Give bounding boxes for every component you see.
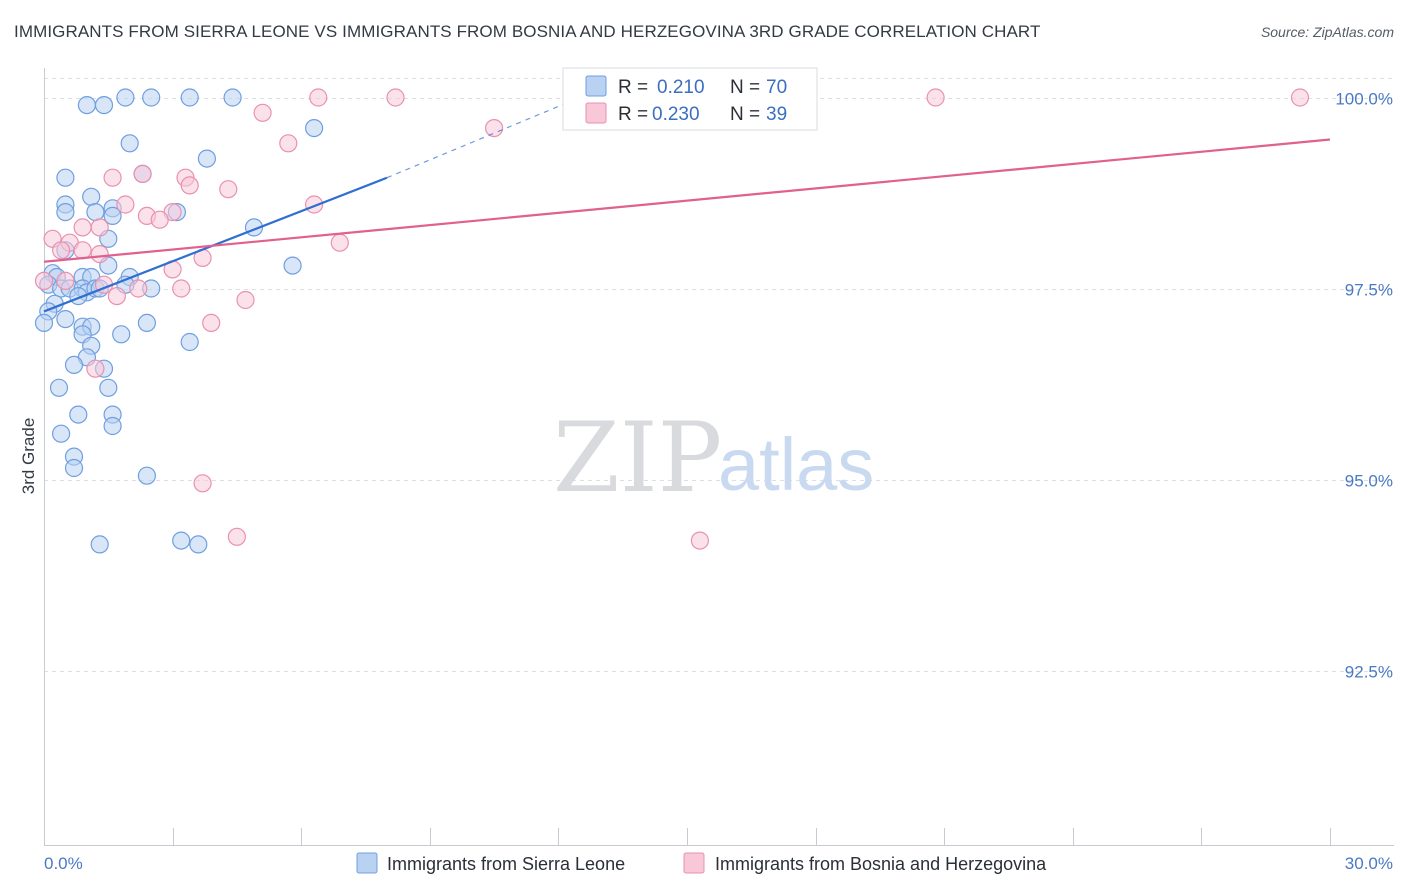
bottom-legend-label-bosnia: Immigrants from Bosnia and Herzegovina (715, 854, 1047, 874)
data-point-sierra-leone (56, 168, 75, 187)
data-point-bosnia (73, 218, 92, 237)
y-tick-label: 92.5% (1345, 663, 1393, 682)
data-point-sierra-leone (56, 203, 75, 222)
watermark-zip: ZIP (553, 402, 722, 514)
x-tick-label-max: 30.0% (1345, 854, 1393, 873)
y-tick-label: 95.0% (1345, 472, 1393, 491)
data-point-sierra-leone (197, 149, 216, 168)
data-point-sierra-leone (77, 95, 97, 115)
y-tick-labels: 92.5% 95.0% 97.5% 100.0% (1335, 90, 1393, 682)
data-point-bosnia (34, 271, 54, 290)
legend-r-label-1: R = (618, 77, 648, 98)
bottom-legend-swatch-bosnia (683, 852, 705, 874)
data-point-sierra-leone (49, 378, 69, 397)
data-point-bosnia (485, 119, 504, 138)
source-credit: Source: ZipAtlas.com (1260, 24, 1394, 40)
legend-n-value-2: 39 (766, 104, 787, 125)
data-point-bosnia (180, 176, 199, 195)
data-point-bosnia (1290, 88, 1310, 107)
data-point-bosnia (103, 168, 122, 187)
data-point-bosnia (202, 313, 221, 332)
x-tick-label-min: 0.0% (44, 854, 83, 873)
data-point-bosnia (386, 88, 405, 107)
data-point-sierra-leone (112, 325, 131, 344)
data-point-bosnia (56, 271, 75, 290)
data-point-sierra-leone (82, 187, 101, 206)
data-point-sierra-leone (103, 416, 122, 436)
series-legend: Immigrants from Sierra Leone Immigrants … (356, 852, 1047, 874)
axes (44, 68, 1394, 846)
watermark-atlas: atlas (718, 423, 874, 506)
data-point-bosnia (133, 164, 152, 183)
data-point-sierra-leone (305, 119, 324, 138)
data-point-bosnia (253, 103, 272, 122)
data-point-sierra-leone (137, 313, 156, 332)
legend-r-value-1: 0.210 (657, 77, 705, 98)
data-point-bosnia (690, 531, 710, 550)
stats-legend: R = 0.210 N = 70 R = 0.230 N = 39 (562, 67, 818, 131)
series-sierra-leone-points (34, 88, 324, 554)
data-point-bosnia (219, 180, 238, 199)
data-point-sierra-leone (99, 378, 118, 397)
data-point-sierra-leone (94, 95, 114, 115)
grid (44, 78, 1394, 672)
data-point-sierra-leone (116, 88, 135, 107)
legend-n-label-1: N = (730, 77, 760, 98)
data-point-sierra-leone (283, 256, 302, 275)
data-point-sierra-leone (86, 203, 105, 222)
data-point-bosnia (330, 233, 349, 252)
data-point-sierra-leone (180, 332, 199, 352)
series-bosnia-points (34, 88, 1310, 550)
data-point-bosnia (172, 279, 191, 298)
data-point-bosnia (51, 241, 71, 260)
bottom-legend-swatch-sierra-leone (356, 852, 378, 874)
bottom-legend-label-sierra-leone: Immigrants from Sierra Leone (387, 854, 625, 874)
data-point-sierra-leone (34, 313, 54, 332)
data-point-sierra-leone (64, 355, 84, 374)
data-point-bosnia (150, 210, 169, 229)
data-point-bosnia (73, 241, 92, 260)
data-point-bosnia (279, 134, 298, 153)
data-point-bosnia (309, 88, 328, 107)
data-point-sierra-leone (189, 535, 208, 554)
y-axis-label: 3rd Grade (19, 418, 38, 495)
legend-swatch-bosnia (585, 102, 607, 124)
data-point-sierra-leone (56, 310, 75, 329)
watermark: ZIP atlas (553, 402, 874, 514)
data-point-bosnia (129, 279, 148, 298)
data-point-sierra-leone (90, 535, 109, 554)
data-point-sierra-leone (137, 466, 156, 485)
data-point-sierra-leone (103, 206, 122, 225)
data-point-bosnia (90, 245, 109, 264)
legend-r-label-2: R = (618, 104, 648, 125)
x-tick-marks (44, 828, 1331, 846)
data-point-sierra-leone (69, 405, 88, 424)
data-point-bosnia (90, 218, 109, 237)
data-point-bosnia (193, 474, 212, 493)
data-point-bosnia (236, 290, 255, 310)
legend-n-value-1: 70 (766, 77, 787, 98)
chart-title: IMMIGRANTS FROM SIERRA LEONE VS IMMIGRAN… (14, 22, 1041, 41)
data-point-bosnia (107, 287, 127, 306)
data-point-sierra-leone (51, 424, 71, 443)
legend-swatch-sierra-leone (585, 75, 607, 97)
data-point-sierra-leone (120, 134, 139, 153)
data-point-sierra-leone (172, 531, 191, 550)
data-point-sierra-leone (180, 88, 199, 107)
y-tick-label: 100.0% (1335, 90, 1393, 109)
data-point-bosnia (86, 359, 105, 378)
y-tick-label: 97.5% (1345, 281, 1393, 300)
trend-line-bosnia (43, 138, 1331, 263)
trend-lines (43, 96, 1331, 313)
data-point-sierra-leone (142, 88, 161, 107)
legend-n-label-2: N = (730, 104, 760, 125)
data-point-bosnia (227, 527, 246, 546)
data-point-bosnia (926, 88, 945, 107)
legend-r-value-2: 0.230 (652, 104, 700, 125)
trend-line-sierra-leone-extension (386, 96, 581, 179)
data-point-bosnia (116, 195, 135, 214)
data-point-sierra-leone (223, 88, 242, 107)
data-point-sierra-leone (64, 458, 84, 478)
